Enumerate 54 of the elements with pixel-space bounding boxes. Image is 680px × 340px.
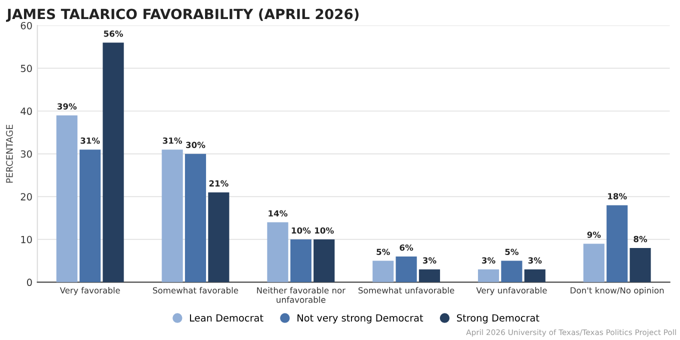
chart-title: JAMES TALARICO FAVORABILITY (APRIL 2026) <box>6 8 359 22</box>
legend-label: Lean Democrat <box>190 314 264 322</box>
data-label: 5% <box>376 248 390 256</box>
data-label: 10% <box>292 227 311 234</box>
bar <box>102 42 124 282</box>
x-tick-label: Don't know/No opinion <box>570 287 664 296</box>
x-tick-label: Neither favorable nor unfavorable <box>257 287 346 303</box>
data-label: 39% <box>57 103 77 110</box>
data-label: 9% <box>587 232 601 238</box>
bar <box>267 222 288 282</box>
y-tick-label: 60 <box>20 22 32 30</box>
bar <box>583 244 604 282</box>
data-label: 30% <box>186 142 206 148</box>
legend-label: Strong Democrat <box>457 314 540 324</box>
x-tick-label: Somewhat favorable <box>153 287 238 294</box>
y-tick-label: 20 <box>20 193 32 200</box>
data-label: 3% <box>482 257 496 264</box>
bar <box>501 260 522 282</box>
bar <box>290 239 312 282</box>
data-label: 31% <box>80 137 100 144</box>
bar <box>56 115 78 282</box>
bar <box>418 269 440 282</box>
y-tick-label: 0 <box>26 278 32 286</box>
bar <box>208 192 230 282</box>
bar <box>606 205 628 282</box>
bar <box>162 150 183 282</box>
data-label: 21% <box>209 180 228 187</box>
data-label: 8% <box>634 236 648 242</box>
bar <box>184 154 206 282</box>
data-label: 6% <box>400 244 414 251</box>
bar <box>372 260 394 282</box>
data-label: 18% <box>608 193 627 200</box>
x-tick-label: Somewhat unfavorable <box>358 287 454 294</box>
data-label: 31% <box>162 137 182 144</box>
y-axis-title: PERCENTAGE <box>6 124 13 183</box>
data-label: 3% <box>528 257 542 264</box>
bar <box>396 256 417 282</box>
bar <box>80 150 101 282</box>
x-tick-label: Very favorable <box>60 287 120 296</box>
data-label: 14% <box>268 210 288 217</box>
y-tick-label: 40 <box>20 108 32 115</box>
legend-label: Not very strong Democrat <box>298 314 424 324</box>
data-label: 5% <box>505 248 519 256</box>
bar <box>630 248 651 282</box>
y-tick-label: 10 <box>21 236 32 244</box>
data-label: 3% <box>422 257 436 264</box>
x-tick-label: Very unfavorable <box>476 287 547 296</box>
data-label: 10% <box>315 227 334 234</box>
y-tick-label: 50 <box>20 64 32 72</box>
bar <box>314 239 335 282</box>
bar <box>524 269 546 282</box>
data-label: 56% <box>104 30 123 37</box>
bar <box>478 269 500 282</box>
y-tick-label: 30 <box>20 150 32 158</box>
